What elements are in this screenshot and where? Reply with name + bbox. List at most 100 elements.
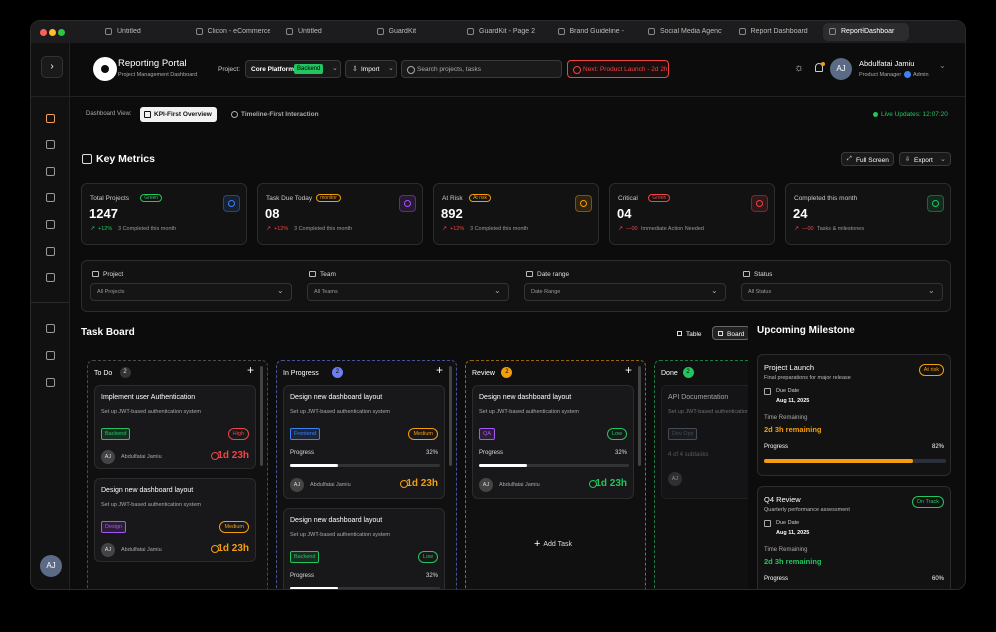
calendar-icon: [764, 520, 771, 527]
theme-toggle[interactable]: ☼: [794, 62, 805, 74]
nav-icon[interactable]: [46, 114, 55, 123]
progress-text: Progress: [290, 450, 315, 456]
progress-label: 32%: [425, 573, 438, 579]
metric-note: 3 Completed this month: [470, 226, 529, 232]
metric-card: Total Projects Green 1247 ↗ +12% 3 Completed …: [81, 183, 247, 245]
tab[interactable]: Clicon - eCommerce M: [190, 23, 276, 41]
board-view[interactable]: Board: [712, 326, 750, 340]
task-card[interactable]: Design new dashboard layout Set up JWT-ba…: [94, 478, 256, 562]
milestone-card[interactable]: Q4 Review Quarterly performance assessmen…: [757, 486, 951, 589]
nav-icon[interactable]: [46, 247, 55, 256]
trend-icon: ↗: [266, 226, 272, 232]
progress-text: Progress: [479, 450, 504, 456]
sidebar-avatar[interactable]: AJ: [40, 555, 62, 577]
view-icon: [718, 331, 723, 336]
task-card[interactable]: Design new dashboard layout Set up JWT-ba…: [283, 508, 445, 589]
notifications[interactable]: [815, 63, 823, 72]
close-dot[interactable]: [40, 29, 47, 36]
nav-icon[interactable]: [46, 351, 55, 360]
task-card[interactable]: Design new dashboard layout Set up JWT-ba…: [472, 385, 634, 499]
progress-track: [290, 464, 440, 467]
metric-icon: [223, 195, 240, 212]
metric-label: Completed this month: [794, 195, 858, 202]
max-dot[interactable]: [58, 29, 65, 36]
user-menu[interactable]: ⌄: [939, 61, 946, 70]
tab[interactable]: Report Dashboar: [823, 23, 909, 41]
tab-icon: [376, 28, 384, 35]
assignee-name: Abdulfatai Jamiu: [121, 454, 162, 460]
remain-value: 2d 3h remaining: [764, 557, 822, 566]
icon-glyph: [228, 200, 235, 207]
task-priority: Low: [417, 551, 438, 563]
project-tag: Backend: [294, 64, 324, 74]
column-count: 2: [331, 367, 343, 378]
assignee-name: Abdulfatai Jamiu: [121, 547, 162, 553]
metrics-button[interactable]: ⇩ Export ⌄: [899, 152, 951, 166]
chevron: ⌄: [711, 286, 718, 295]
nav-icon[interactable]: [46, 220, 55, 229]
live-dot: [873, 112, 878, 117]
milestone-badge: On Track: [911, 496, 944, 508]
progress-bar: [479, 464, 527, 467]
metric-card: At Risk At risk 892 ↗ +12% 3 Completed this m…: [433, 183, 599, 245]
new-tab[interactable]: +: [860, 25, 867, 37]
metric-icon: [927, 195, 944, 212]
filter-select[interactable]: All Status ⌄: [741, 283, 943, 301]
nav-icon[interactable]: [46, 273, 55, 282]
filter-select[interactable]: All Teams ⌄: [307, 283, 509, 301]
view-option[interactable]: KPI-First Overview: [140, 107, 217, 122]
metric-label: At Risk: [442, 195, 463, 202]
project-select[interactable]: Core Platform Backend ⌄: [245, 60, 341, 78]
metrics-button[interactable]: ⤢ Full Screen: [841, 152, 894, 166]
progress-label: 60%: [931, 576, 944, 582]
assignee-avatar: AJ: [668, 472, 682, 486]
user-name: Abdulfatai Jamiu: [859, 59, 915, 68]
assignee-avatar: AJ: [101, 450, 115, 464]
filter-icon: [92, 271, 99, 277]
next-milestone[interactable]: Next: Product Launch - 2d 2h: [567, 60, 669, 78]
board-view[interactable]: Table: [671, 326, 707, 340]
search-input[interactable]: Search projects, tasks: [401, 60, 562, 78]
expand-button[interactable]: ›: [41, 56, 63, 78]
view-option[interactable]: Timeline-First Interaction: [227, 107, 324, 122]
metric-icon: [751, 195, 768, 212]
column-name: Review: [472, 370, 495, 377]
tab[interactable]: Brand Guideline -: [552, 23, 638, 41]
metric-icon: [575, 195, 592, 212]
tab-title: Clicon - eCommerce M: [207, 28, 270, 35]
tab[interactable]: Untitled: [99, 23, 185, 41]
user-avatar[interactable]: AJ: [830, 58, 852, 80]
import-button[interactable]: ⇩ Import ⌄: [345, 60, 397, 78]
tab[interactable]: GuardKit: [371, 23, 457, 41]
filter-label: Team: [320, 271, 336, 278]
task-card[interactable]: Design new dashboard layout Set up JWT-ba…: [283, 385, 445, 499]
add-card[interactable]: +: [436, 363, 444, 377]
nav-icon[interactable]: [46, 167, 55, 176]
task-title: Design new dashboard layout: [290, 394, 383, 401]
task-desc: Set up JWT-based authentication system: [101, 409, 201, 415]
nav-icon[interactable]: [46, 193, 55, 202]
filter-select[interactable]: All Projects ⌄: [90, 283, 292, 301]
assignee-name: Abdulfatai Jamiu: [310, 482, 351, 488]
tab[interactable]: GuardKit - Page 2: [461, 23, 547, 41]
nav-icon[interactable]: [46, 378, 55, 387]
task-card[interactable]: Implement user Authentication Set up JWT-…: [94, 385, 256, 469]
logo-inner: [101, 65, 109, 73]
tab-bar: [31, 21, 965, 43]
assignee-avatar: AJ: [479, 478, 493, 492]
tab[interactable]: Untitled: [280, 23, 366, 41]
add-task[interactable]: + Add Task: [472, 508, 634, 580]
add-card[interactable]: +: [625, 363, 633, 377]
notification-dot: [821, 62, 825, 66]
tab[interactable]: Social Media Agency V: [642, 23, 728, 41]
tab-icon: [738, 28, 746, 35]
tab[interactable]: Report Dashboard: [733, 23, 819, 41]
min-dot[interactable]: [49, 29, 56, 36]
metric-badge: At risk: [469, 194, 491, 202]
nav-icon[interactable]: [46, 324, 55, 333]
milestone-badge: At risk: [918, 364, 944, 376]
nav-icon[interactable]: [46, 140, 55, 149]
milestone-card[interactable]: Project Launch Final preparations for maj…: [757, 354, 951, 476]
add-card[interactable]: +: [247, 363, 255, 377]
filter-select[interactable]: Date Range ⌄: [524, 283, 726, 301]
